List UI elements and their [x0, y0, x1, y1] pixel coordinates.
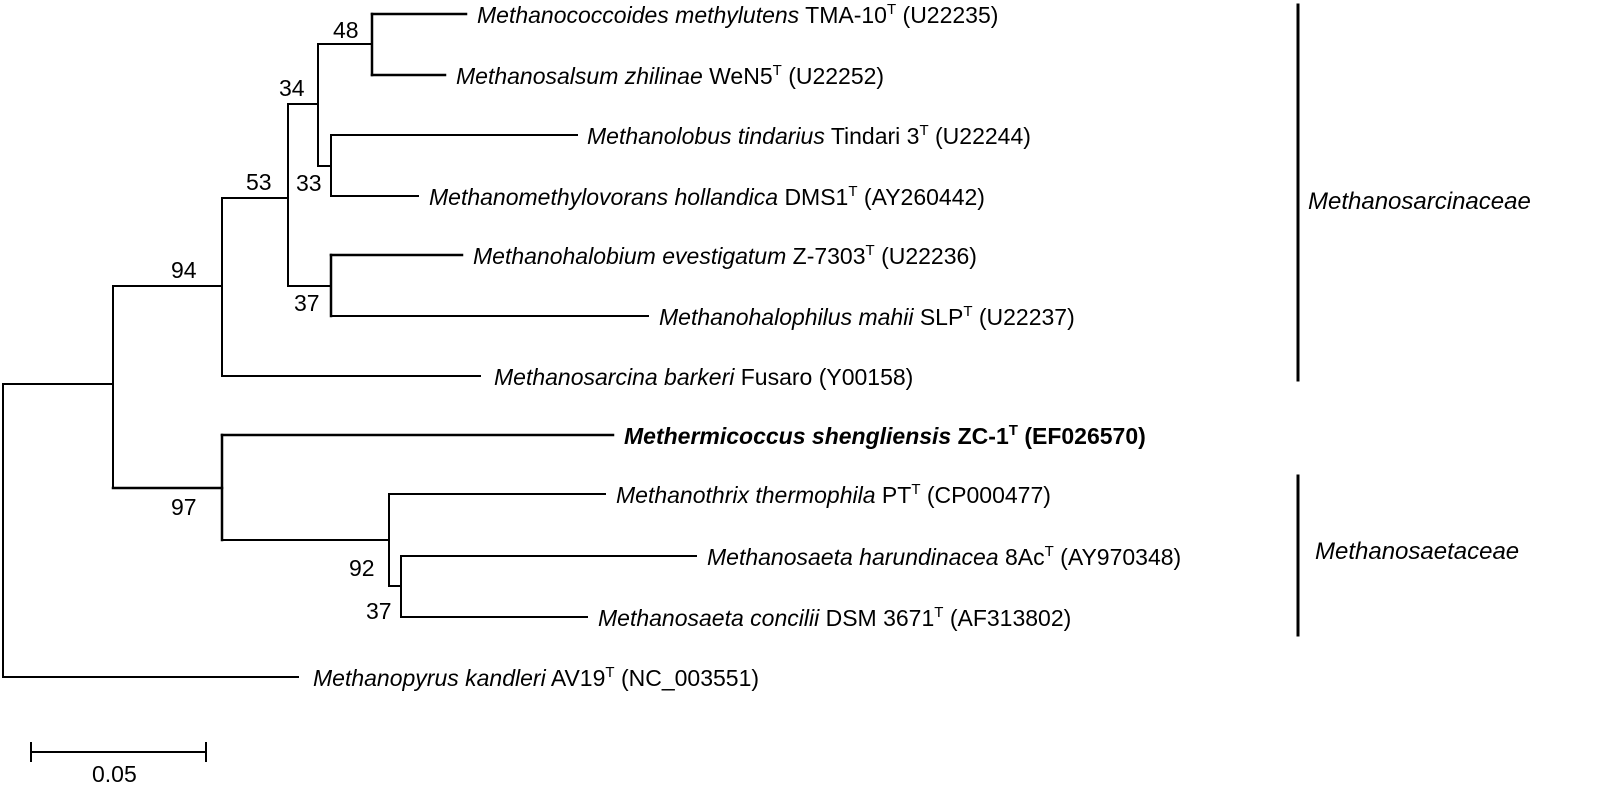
- leaf-methanosalsum: Methanosalsum zhilinae WeN5T (U22252): [456, 62, 884, 89]
- scale-bar-label: 0.05: [92, 761, 137, 787]
- bootstrap-33: 33: [296, 170, 322, 196]
- family-label-methanosarcinaceae: Methanosarcinaceae: [1308, 188, 1531, 215]
- leaf-methanosarcina: Methanosarcina barkeri Fusaro (Y00158): [494, 364, 913, 390]
- family-label-methanosaetaceae: Methanosaetaceae: [1315, 538, 1519, 565]
- leaf-methanohalophilus: Methanohalophilus mahii SLPT (U22237): [659, 303, 1075, 330]
- bootstrap-53: 53: [246, 169, 272, 195]
- bootstrap-34: 34: [279, 75, 305, 101]
- leaf-methanosaeta-concilii: Methanosaeta concilii DSM 3671T (AF31380…: [598, 604, 1071, 631]
- leaf-methanohalobium: Methanohalobium evestigatum Z-7303T (U22…: [473, 242, 977, 269]
- bootstrap-97: 97: [171, 494, 197, 520]
- bootstrap-37b: 37: [366, 598, 392, 624]
- leaf-methanothrix: Methanothrix thermophila PTT (CP000477): [616, 481, 1051, 508]
- leaf-methermicoccus: Methermicoccus shengliensis ZC-1T (EF026…: [624, 422, 1146, 449]
- bootstrap-94: 94: [171, 257, 197, 283]
- leaf-methanolobus: Methanolobus tindarius Tindari 3T (U2224…: [587, 122, 1031, 149]
- bootstrap-37a: 37: [294, 290, 320, 316]
- leaf-methanopyrus: Methanopyrus kandleri AV19T (NC_003551): [313, 664, 759, 691]
- bootstrap-92: 92: [349, 555, 375, 581]
- leaf-methanococcoides: Methanococcoides methylutens TMA-10T (U2…: [477, 1, 998, 28]
- leaf-methanomethylovorans: Methanomethylovorans hollandica DMS1T (A…: [429, 183, 985, 210]
- leaf-methanosaeta-harundinacea: Methanosaeta harundinacea 8AcT (AY970348…: [707, 543, 1181, 570]
- bootstrap-48: 48: [333, 17, 359, 43]
